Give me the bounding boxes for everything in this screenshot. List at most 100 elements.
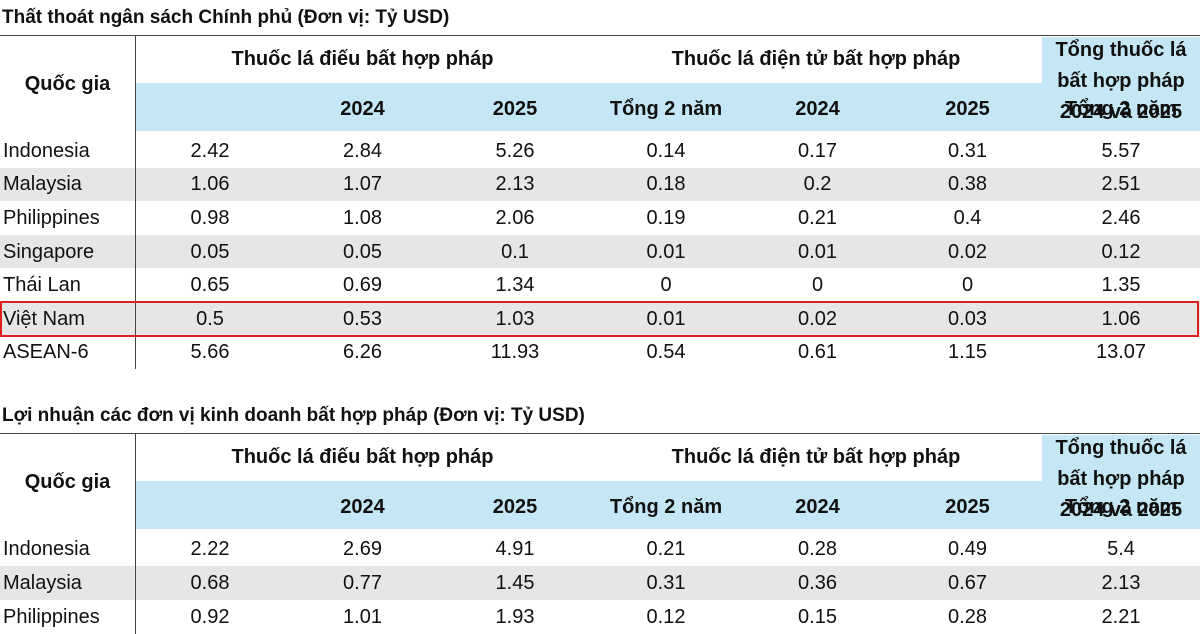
- country-name: Philippines: [3, 207, 100, 229]
- cell-value: 0.03: [948, 307, 987, 330]
- group-header: Thuốc lá điếu bất hợp pháp: [231, 48, 494, 70]
- cell-value: 0.05: [190, 240, 230, 263]
- top-rule: [0, 35, 1200, 36]
- column-header: Tổng 2 năm: [1064, 496, 1178, 518]
- cell-value: 0.5: [196, 307, 224, 330]
- country-name: Malaysia: [3, 173, 82, 196]
- cell-value: 0.69: [343, 274, 382, 297]
- cell-value: 0.02: [948, 240, 987, 263]
- cell-value: 0.53: [343, 307, 382, 330]
- country-header: Quốc gia: [24, 73, 111, 95]
- column-header: 2025: [945, 98, 990, 120]
- column-header: 2024: [795, 98, 840, 120]
- highlight-box: [0, 301, 1199, 337]
- cell-value: 0.05: [343, 240, 382, 263]
- row-shade: [0, 234, 1200, 269]
- table-title: Thất thoát ngân sách Chính phủ (Đơn vị: …: [2, 7, 450, 28]
- cell-value: 0.61: [798, 341, 837, 364]
- cell-value: 2.22: [190, 538, 230, 560]
- country-name: Thái Lan: [3, 274, 81, 297]
- column-header: 2024: [795, 496, 840, 518]
- row-shade: [0, 566, 1200, 600]
- total-header: 2024 và 2025: [1059, 101, 1183, 123]
- cell-value: 1.08: [343, 207, 382, 229]
- cell-value: 2.46: [1101, 207, 1141, 229]
- cell-value: 2.51: [1101, 173, 1141, 196]
- column-header: Tổng 2 năm: [609, 98, 723, 120]
- country-header: Quốc gia: [24, 471, 111, 493]
- cell-value: 5.66: [190, 341, 230, 364]
- cell-value: 1.03: [495, 307, 535, 330]
- subheader-band: [135, 83, 1042, 131]
- subheader-band: [135, 481, 1042, 529]
- cell-value: 0.38: [948, 173, 987, 196]
- cell-value: 0: [961, 274, 974, 297]
- cell-value: 0.4: [953, 207, 982, 229]
- total-header: Tổng thuốc lá: [1055, 437, 1187, 459]
- cell-value: 0.14: [646, 139, 686, 162]
- cell-value: 5.26: [495, 139, 535, 162]
- cell-value: 0.65: [190, 274, 230, 297]
- column-header: 2024: [340, 496, 385, 518]
- cell-value: 0.36: [798, 572, 837, 594]
- cell-value: 2.21: [1101, 606, 1141, 628]
- cell-value: 0.2: [803, 173, 832, 196]
- column-header: Tổng 2 năm: [1064, 98, 1178, 120]
- cell-value: 5.57: [1101, 139, 1141, 162]
- total-header: 2024 và 2025: [1059, 499, 1183, 521]
- column-header: 2025: [492, 496, 538, 518]
- cell-value: 0.15: [798, 606, 837, 628]
- group-header: Thuốc lá điện tử bất hợp pháp: [671, 48, 961, 70]
- cell-value: 1.07: [343, 173, 382, 196]
- cell-value: 0.49: [948, 538, 987, 560]
- cell-value: 0.31: [646, 572, 686, 594]
- cell-value: 13.07: [1095, 341, 1147, 364]
- cell-value: 5.4: [1107, 538, 1135, 560]
- total-header: Tổng thuốc lá: [1055, 39, 1187, 61]
- cell-value: 2.13: [1101, 572, 1141, 594]
- cell-value: 2.06: [495, 207, 535, 229]
- total-header: bất hợp pháp: [1057, 468, 1185, 490]
- group-header: Thuốc lá điện tử bất hợp pháp: [671, 446, 961, 468]
- cell-value: 0.77: [343, 572, 382, 594]
- cell-value: 1.45: [495, 572, 535, 594]
- row-shade: [0, 302, 1200, 336]
- cell-value: 2.84: [343, 139, 382, 162]
- cell-value: 0.68: [190, 572, 230, 594]
- cell-value: 1.35: [1101, 274, 1141, 297]
- cell-value: 1.15: [948, 341, 987, 364]
- cell-value: 4.91: [495, 538, 535, 560]
- country-name: Indonesia: [3, 538, 90, 560]
- cell-value: 11.93: [490, 341, 540, 364]
- cell-value: 1.06: [1101, 307, 1141, 330]
- cell-value: 0.01: [646, 307, 686, 330]
- column-rule: [135, 35, 136, 370]
- column-header: Tổng 2 năm: [609, 496, 723, 518]
- country-name: ASEAN-6: [3, 341, 89, 364]
- column-rule: [135, 433, 136, 634]
- row-shade: [0, 167, 1200, 202]
- country-name: Philippines: [3, 606, 100, 628]
- group-header: Thuốc lá điếu bất hợp pháp: [231, 446, 494, 468]
- column-header: 2025: [945, 496, 990, 518]
- country-name: Indonesia: [3, 139, 90, 162]
- cell-value: 0.19: [646, 207, 686, 229]
- cell-value: 0.12: [646, 606, 686, 628]
- cell-value: 0.21: [646, 538, 686, 560]
- cell-value: 0.18: [646, 173, 686, 196]
- cell-value: 0.17: [798, 139, 837, 162]
- total-header-bg: [1042, 435, 1200, 529]
- cell-value: 0.01: [798, 240, 837, 263]
- cell-value: 0.98: [190, 207, 230, 229]
- cell-value: 0.02: [798, 307, 837, 330]
- country-name: Malaysia: [3, 572, 82, 594]
- total-header: bất hợp pháp: [1057, 70, 1185, 92]
- cell-value: 0.67: [948, 572, 987, 594]
- cell-value: 0: [660, 274, 672, 297]
- cell-value: 0.1: [501, 240, 529, 263]
- cell-value: 0: [811, 274, 824, 297]
- country-name: Việt Nam: [3, 307, 85, 330]
- cell-value: 0.92: [190, 606, 230, 628]
- cell-value: 0.54: [646, 341, 686, 364]
